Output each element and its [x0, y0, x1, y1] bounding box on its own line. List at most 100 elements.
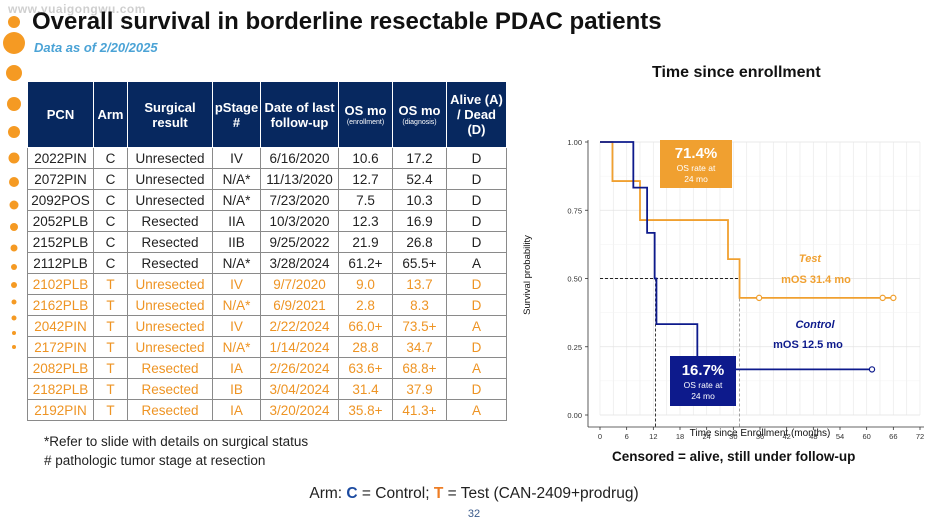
table-cell: 2042PIN — [27, 315, 94, 337]
km-chart: 0.00 0.25 0.50 0.75 1.00 0 6 12 18 24 30 36 42 48 54 60… — [522, 138, 924, 441]
table-cell: D — [446, 336, 507, 358]
table-cell: C — [93, 210, 128, 232]
table-cell: D — [446, 294, 507, 316]
table-cell: Unresected — [127, 189, 213, 211]
test-censor-mark — [879, 294, 886, 302]
table-cell: 2.8 — [338, 294, 393, 316]
table-cell: Unresected — [127, 294, 213, 316]
table-cell: 34.7 — [392, 336, 447, 358]
table-cell: 10/3/2020 — [260, 210, 339, 232]
column-header: PCN — [27, 81, 94, 148]
x-tick-label: 0 — [598, 432, 602, 441]
chart-axes — [587, 140, 924, 428]
decorative-dots — [3, 16, 25, 349]
table-cell: IIB — [212, 231, 261, 253]
table-cell: D — [446, 189, 507, 211]
table-cell: 37.9 — [392, 378, 447, 400]
decor-dot — [3, 32, 25, 54]
legend-prefix: Arm: — [309, 485, 347, 502]
patient-table: PCN Arm Surgical result pStage # Date of las… — [27, 81, 507, 421]
column-header-label: Date of last follow-up — [264, 99, 335, 130]
table-cell: 73.5+ — [392, 315, 447, 337]
table-cell: Resected — [127, 231, 213, 253]
column-header: pStage # — [212, 81, 261, 148]
column-header: OS mo (diagnosis) — [392, 81, 447, 148]
column-header-label: Arm — [97, 107, 124, 122]
control-censor-mark — [868, 366, 876, 373]
y-tick-label: 0.25 — [567, 343, 582, 352]
table-cell: 68.8+ — [392, 357, 447, 379]
control-os-rate-caption: OS rate at — [684, 380, 723, 390]
table-cell: IB — [212, 378, 261, 400]
control-os-rate-value: 16.7% — [682, 362, 725, 379]
censored-note: Censored = alive, still under follow-up — [612, 449, 856, 464]
table-cell: Unresected — [127, 336, 213, 358]
test-median-label: mOS 31.4 mo — [781, 274, 851, 286]
table-cell: IV — [212, 315, 261, 337]
decor-dot — [11, 282, 17, 288]
y-tick-label: 0.75 — [567, 206, 582, 215]
table-cell: 2082PLB — [27, 357, 94, 379]
table-row: 2152PLB C Resected IIB 9/25/2022 21.9 26.8 D — [27, 231, 507, 253]
x-tick-label: 66 — [889, 432, 897, 441]
column-header-label: OS mo — [398, 102, 441, 118]
y-axis-label: Survival probability — [522, 235, 533, 315]
table-cell: 2172PIN — [27, 336, 94, 358]
test-label: Test — [799, 253, 823, 265]
y-tick-label: 1.00 — [567, 138, 582, 147]
table-cell: 2092POS — [27, 189, 94, 211]
table-cell: D — [446, 231, 507, 253]
table-cell: A — [446, 315, 507, 337]
table-cell: 2/22/2024 — [260, 315, 339, 337]
table-cell: D — [446, 168, 507, 190]
column-header: OS mo (enrollment) — [338, 81, 393, 148]
control-box-bg — [670, 356, 736, 406]
table-cell: 31.4 — [338, 378, 393, 400]
x-tick-label: 24 — [702, 432, 710, 441]
table-header-row: PCN Arm Surgical result pStage # Date of las… — [27, 81, 507, 148]
table-cell: 11/13/2020 — [260, 168, 339, 190]
censor-marks — [755, 294, 897, 373]
decor-dot — [9, 177, 19, 187]
x-tick-label: 36 — [756, 432, 764, 441]
table-cell: N/A* — [212, 252, 261, 274]
decor-dot — [9, 200, 19, 210]
table-cell: T — [93, 315, 128, 337]
table-cell: T — [93, 294, 128, 316]
control-label: Control — [795, 319, 835, 331]
table-cell: Unresected — [127, 168, 213, 190]
x-tick-label: 6 — [625, 432, 629, 441]
table-row: 2192PIN T Resected IA 3/20/2024 35.8+ 41.3+ A — [27, 399, 507, 421]
table-cell: 28.8 — [338, 336, 393, 358]
column-header: Date of last follow-up — [260, 81, 339, 148]
table-cell: IA — [212, 357, 261, 379]
survival-curves — [600, 141, 894, 371]
table-cell: 21.9 — [338, 231, 393, 253]
table-cell: T — [93, 357, 128, 379]
table-cell: IV — [212, 147, 261, 169]
table-cell: 9.0 — [338, 273, 393, 295]
control-os-rate-box: 16.7% OS rate at 24 mo — [670, 356, 736, 406]
test-os-rate-box: 71.4% OS rate at 24 mo — [660, 140, 732, 188]
x-tick-label: 72 — [916, 432, 924, 441]
table-cell: A — [446, 252, 507, 274]
decor-dot — [6, 65, 22, 81]
table-cell: 3/04/2024 — [260, 378, 339, 400]
table-cell: C — [93, 147, 128, 169]
test-os-rate-caption: OS rate at — [677, 163, 716, 173]
table-cell: Unresected — [127, 315, 213, 337]
table-cell: T — [93, 336, 128, 358]
table-cell: 2162PLB — [27, 294, 94, 316]
table-cell: 7.5 — [338, 189, 393, 211]
table-cell: 41.3+ — [392, 399, 447, 421]
decor-dot — [8, 152, 20, 164]
table-cell: 2022PIN — [27, 147, 94, 169]
table-cell: 12.7 — [338, 168, 393, 190]
table-row: 2162PLB T Unresected N/A* 6/9/2021 2.8 8.3 D — [27, 294, 507, 316]
table-cell: Resected — [127, 378, 213, 400]
decor-dot — [8, 126, 20, 138]
table-cell: 61.2+ — [338, 252, 393, 274]
table-cell: IV — [212, 273, 261, 295]
page-number: 32 — [467, 508, 481, 520]
table-cell: Resected — [127, 210, 213, 232]
